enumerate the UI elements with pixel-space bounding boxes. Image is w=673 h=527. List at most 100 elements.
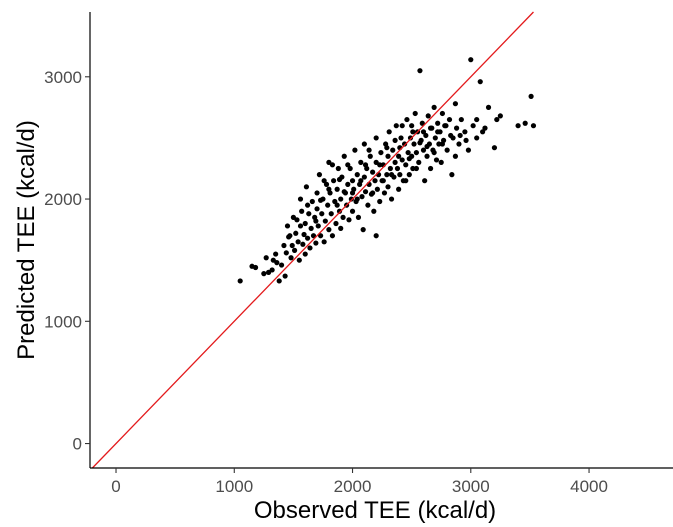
data-point	[318, 197, 324, 203]
data-point	[425, 113, 431, 119]
data-point	[362, 162, 369, 168]
data-point	[439, 110, 446, 117]
data-point	[237, 278, 243, 284]
data-point	[443, 123, 449, 129]
data-point	[468, 57, 474, 63]
data-point	[310, 233, 317, 239]
data-point	[370, 190, 376, 196]
data-point	[321, 178, 327, 184]
data-point	[463, 137, 469, 143]
data-point	[384, 172, 390, 178]
data-point	[269, 267, 275, 273]
data-point	[373, 233, 379, 239]
data-point	[433, 157, 440, 163]
data-point	[435, 129, 441, 135]
data-point	[404, 116, 410, 123]
data-point	[477, 79, 483, 85]
data-point	[431, 149, 437, 156]
data-point	[304, 235, 311, 241]
data-point	[261, 271, 267, 277]
y-tick-label: 2000	[44, 190, 82, 209]
data-point	[399, 123, 405, 129]
x-axis-ticks: 0 1000 2000 3000 4000	[111, 468, 608, 496]
data-point	[348, 196, 354, 202]
x-tick-label: 2000	[334, 477, 372, 496]
data-point	[302, 220, 308, 227]
data-point	[485, 104, 492, 110]
data-point	[387, 165, 393, 172]
data-point	[325, 202, 331, 208]
data-point	[393, 123, 399, 129]
data-point	[297, 223, 304, 229]
y-axis-ticks: 0 1000 2000 3000	[44, 68, 90, 454]
data-point	[366, 147, 372, 153]
data-point	[522, 120, 528, 126]
data-point	[482, 125, 488, 131]
data-point	[405, 149, 411, 156]
data-point	[474, 135, 480, 141]
data-point	[361, 141, 367, 147]
data-point	[345, 162, 351, 168]
data-point	[413, 149, 419, 156]
data-point	[385, 153, 391, 159]
data-point	[336, 208, 343, 214]
data-point	[432, 135, 438, 141]
data-point	[413, 165, 419, 172]
data-point	[439, 141, 446, 147]
data-point	[336, 176, 343, 183]
data-point	[352, 147, 358, 153]
data-point	[274, 260, 280, 266]
data-point	[448, 132, 454, 139]
x-axis-title: Observed TEE (kcal/d)	[254, 497, 496, 524]
identity-reference-line	[91, 11, 534, 469]
data-point	[332, 198, 338, 205]
y-tick-label: 0	[73, 435, 82, 454]
data-point	[335, 165, 341, 172]
data-point	[392, 137, 398, 143]
data-point	[457, 132, 463, 139]
data-point	[392, 159, 398, 165]
data-point	[301, 231, 307, 238]
data-point	[417, 140, 423, 146]
data-point	[456, 141, 462, 147]
data-point	[416, 159, 422, 165]
data-point	[334, 186, 340, 192]
data-point	[401, 141, 408, 147]
data-point	[435, 120, 441, 126]
data-point	[316, 172, 323, 178]
data-point	[381, 190, 388, 196]
data-point	[314, 206, 320, 212]
data-point	[372, 178, 378, 184]
data-point	[329, 162, 336, 168]
data-point	[367, 153, 373, 159]
data-point	[530, 123, 537, 129]
data-point	[315, 223, 321, 229]
data-point	[397, 172, 403, 178]
data-point	[314, 190, 320, 196]
data-point	[354, 196, 360, 202]
data-point	[341, 189, 347, 195]
data-point	[295, 239, 301, 245]
data-point	[299, 208, 305, 214]
data-point	[497, 113, 503, 119]
data-point	[294, 217, 300, 223]
data-point	[394, 165, 401, 172]
points-layer	[237, 57, 537, 284]
data-point	[420, 147, 427, 153]
data-point	[454, 125, 460, 131]
data-point	[371, 208, 377, 214]
data-point	[338, 225, 344, 231]
data-point	[281, 242, 287, 249]
data-point	[361, 174, 367, 180]
data-point	[494, 116, 500, 123]
data-point	[409, 123, 415, 129]
data-point	[284, 223, 291, 229]
data-point	[406, 156, 412, 162]
data-point	[340, 214, 346, 220]
data-point	[349, 190, 356, 196]
data-point	[287, 233, 293, 239]
data-point	[354, 172, 360, 178]
data-point	[365, 202, 371, 208]
data-point	[313, 240, 319, 246]
